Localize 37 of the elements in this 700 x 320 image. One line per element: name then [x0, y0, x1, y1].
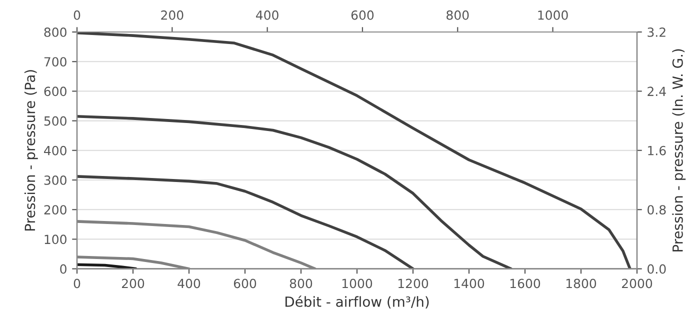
y-tick-label: 600 [44, 86, 66, 96]
x2-tick-label: 1000 [538, 10, 568, 20]
x-tick-label: 2000 [622, 278, 652, 288]
y2-tick-label: 0.8 [648, 205, 666, 215]
y-tick-label: 800 [44, 27, 66, 37]
line-series [77, 175, 414, 269]
x-tick-label: 1800 [566, 278, 596, 288]
x-tick-label: 1000 [342, 278, 372, 288]
x-tick-label: 0 [74, 278, 80, 288]
y-tick-label: 100 [44, 234, 66, 244]
y-tick-label: 500 [44, 116, 66, 126]
x2-tick-label: 600 [351, 10, 374, 20]
x-tick-label: 200 [122, 278, 144, 288]
x-tick-label: 400 [178, 278, 200, 288]
x2-tick-label: 0 [74, 10, 80, 20]
y-tick-label: 0 [60, 264, 66, 274]
y2-tick-label: 0.0 [648, 264, 666, 274]
y-tick-label: 700 [44, 57, 66, 67]
x-tick-label: 1400 [454, 278, 484, 288]
y2-tick-label: 1.6 [648, 146, 666, 156]
x2-tick-label: 200 [161, 10, 184, 20]
x-tick-label: 1200 [398, 278, 428, 288]
line-series [77, 114, 512, 269]
y-tick-label: 300 [44, 175, 66, 185]
x-axis-title: Débit - airflow (m³/h) [286, 296, 429, 309]
y2-axis-title: Pression - pressure (In. W. G.) [672, 49, 686, 252]
y2-tick-label: 3.2 [648, 27, 666, 37]
y-axis-title: Pression - pressure (Pa) [24, 70, 38, 231]
x-tick-label: 800 [290, 278, 312, 288]
x-tick-label: 1600 [510, 278, 540, 288]
x2-tick-label: 800 [446, 10, 469, 20]
y2-tick-label: 2.4 [648, 86, 666, 96]
x2-tick-label: 400 [256, 10, 278, 20]
x-tick-label: 600 [234, 278, 256, 288]
y-tick-label: 200 [44, 205, 66, 215]
line-series [77, 32, 632, 269]
y-tick-label: 400 [44, 146, 66, 156]
